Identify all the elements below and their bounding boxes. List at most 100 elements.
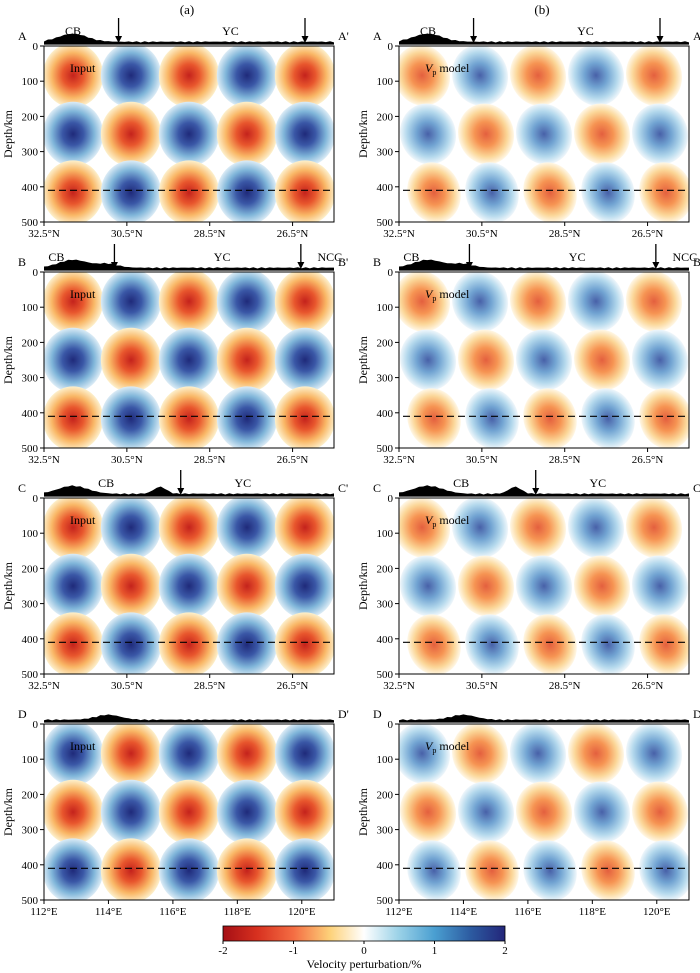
y-axis-label: Depth/km: [356, 109, 370, 158]
slow-anomaly-cell: [573, 103, 631, 165]
profile-start-label: B: [373, 255, 381, 269]
boundary-arrow-head: [470, 36, 478, 43]
y-tick-label: 0: [388, 493, 394, 505]
x-tick-label: 28.5°N: [194, 228, 226, 240]
x-tick-label: 28.5°N: [194, 454, 226, 466]
x-tick-label: 30.5°N: [466, 454, 498, 466]
y-tick-label: 100: [377, 76, 394, 88]
terrain-label: CB: [48, 250, 64, 264]
y-tick-label: 0: [33, 41, 39, 53]
panel-label: Vp model: [425, 513, 470, 529]
heatmap-cells: [399, 498, 689, 674]
fast-anomaly-cell: [44, 838, 104, 900]
slow-anomaly-cell: [639, 162, 689, 222]
slow-anomaly-cell: [625, 46, 683, 106]
fast-anomaly-cell: [465, 388, 519, 448]
terrain-label: NCC: [318, 250, 343, 264]
heatmap-cells: [399, 724, 689, 900]
slow-anomaly-cell: [100, 101, 162, 167]
y-tick-label: 500: [377, 443, 394, 455]
fast-anomaly-cell: [567, 46, 625, 106]
panel-label: Vp model: [425, 287, 470, 303]
y-tick-label: 400: [22, 860, 39, 872]
fast-anomaly-cell: [100, 612, 162, 674]
fast-anomaly-cell: [399, 103, 457, 165]
topography-profile: [44, 33, 334, 44]
x-tick-label: 32.5°N: [28, 454, 60, 466]
slow-anomaly-cell: [44, 386, 104, 448]
boundary-arrow-head: [656, 36, 664, 43]
slow-anomaly-cell: [44, 272, 104, 334]
panel-4-a: 0 100 200 300 400 500 Depth/km 112°E 114°E 116°E 1…: [1, 707, 349, 918]
x-tick-label: 114°E: [450, 906, 477, 918]
column-label-b: (b): [534, 2, 549, 17]
boundary-arrow-head: [177, 488, 185, 495]
slow-anomaly-cell: [399, 46, 451, 106]
x-tick-label: 30.5°N: [111, 680, 143, 692]
slow-anomaly-cell: [451, 724, 509, 784]
colorbar-tick-label: 0: [361, 945, 367, 957]
fast-anomaly-cell: [158, 724, 220, 786]
fast-anomaly-cell: [399, 329, 457, 391]
slow-anomaly-cell: [625, 272, 683, 332]
profile-start-label: A: [373, 29, 382, 43]
slow-anomaly-cell: [274, 498, 334, 560]
y-tick-label: 300: [377, 373, 394, 385]
fast-anomaly-cell: [100, 272, 162, 334]
fast-anomaly-cell: [158, 101, 220, 167]
slow-anomaly-cell: [457, 103, 515, 165]
panel-1-a: 0 100 200 300 400 500 Depth/km 32.5°N 30.5°N 28.5…: [1, 18, 349, 240]
x-tick-label: 26.5°N: [632, 454, 664, 466]
panel-2-b: 0 100 200 300 400 500 Depth/km 32.5°N 30.5°N 28.5…: [356, 244, 700, 466]
slow-anomaly-cell: [44, 160, 104, 222]
slow-anomaly-cell: [457, 329, 515, 391]
fast-anomaly-cell: [399, 724, 451, 784]
y-tick-label: 400: [377, 634, 394, 646]
y-tick-label: 300: [377, 147, 394, 159]
column-label-a: (a): [180, 2, 194, 17]
fast-anomaly-cell: [451, 46, 509, 106]
y-tick-label: 200: [377, 563, 394, 575]
slow-anomaly-cell: [100, 838, 162, 900]
slow-anomaly-cell: [216, 724, 278, 786]
panel-label: Vp model: [425, 739, 470, 755]
profile-start-label: A: [18, 29, 27, 43]
fast-anomaly-cell: [216, 779, 278, 845]
profile-start-label: C: [373, 481, 381, 495]
slow-anomaly-cell: [515, 781, 573, 843]
plot-frame: [398, 271, 690, 449]
y-tick-label: 200: [22, 111, 39, 123]
heatmap-cells: [399, 272, 689, 448]
terrain-label: NCC: [673, 250, 698, 264]
fast-anomaly-cell: [509, 724, 567, 784]
fast-anomaly-cell: [451, 272, 509, 332]
x-tick-label: 28.5°N: [194, 680, 226, 692]
slow-anomaly-cell: [158, 386, 220, 448]
x-tick-label: 118°E: [224, 906, 251, 918]
y-tick-label: 0: [33, 719, 39, 731]
fast-anomaly-cell: [639, 840, 689, 900]
fast-anomaly-cell: [581, 388, 635, 448]
slow-anomaly-cell: [100, 327, 162, 393]
y-tick-label: 100: [22, 754, 39, 766]
profile-end-label: D': [693, 707, 700, 721]
slow-anomaly-cell: [274, 160, 334, 222]
plot-frame: [43, 271, 335, 449]
y-axis-label: Depth/km: [1, 561, 15, 610]
fast-anomaly-cell: [216, 386, 278, 448]
boundary-arrow-head: [115, 36, 123, 43]
slow-anomaly-cell: [216, 101, 278, 167]
slow-anomaly-cell: [573, 329, 631, 391]
slow-anomaly-cell: [399, 498, 451, 558]
y-tick-label: 300: [22, 147, 39, 159]
y-tick-label: 100: [377, 754, 394, 766]
terrain-label: YC: [569, 250, 586, 264]
plot-frame: [43, 723, 335, 901]
slow-anomaly-cell: [274, 779, 334, 845]
terrain-label: YC: [222, 24, 239, 38]
x-tick-label: 26.5°N: [277, 228, 309, 240]
fast-anomaly-cell: [465, 614, 519, 674]
panel-label: Input: [70, 739, 96, 753]
plot-frame: [398, 497, 690, 675]
